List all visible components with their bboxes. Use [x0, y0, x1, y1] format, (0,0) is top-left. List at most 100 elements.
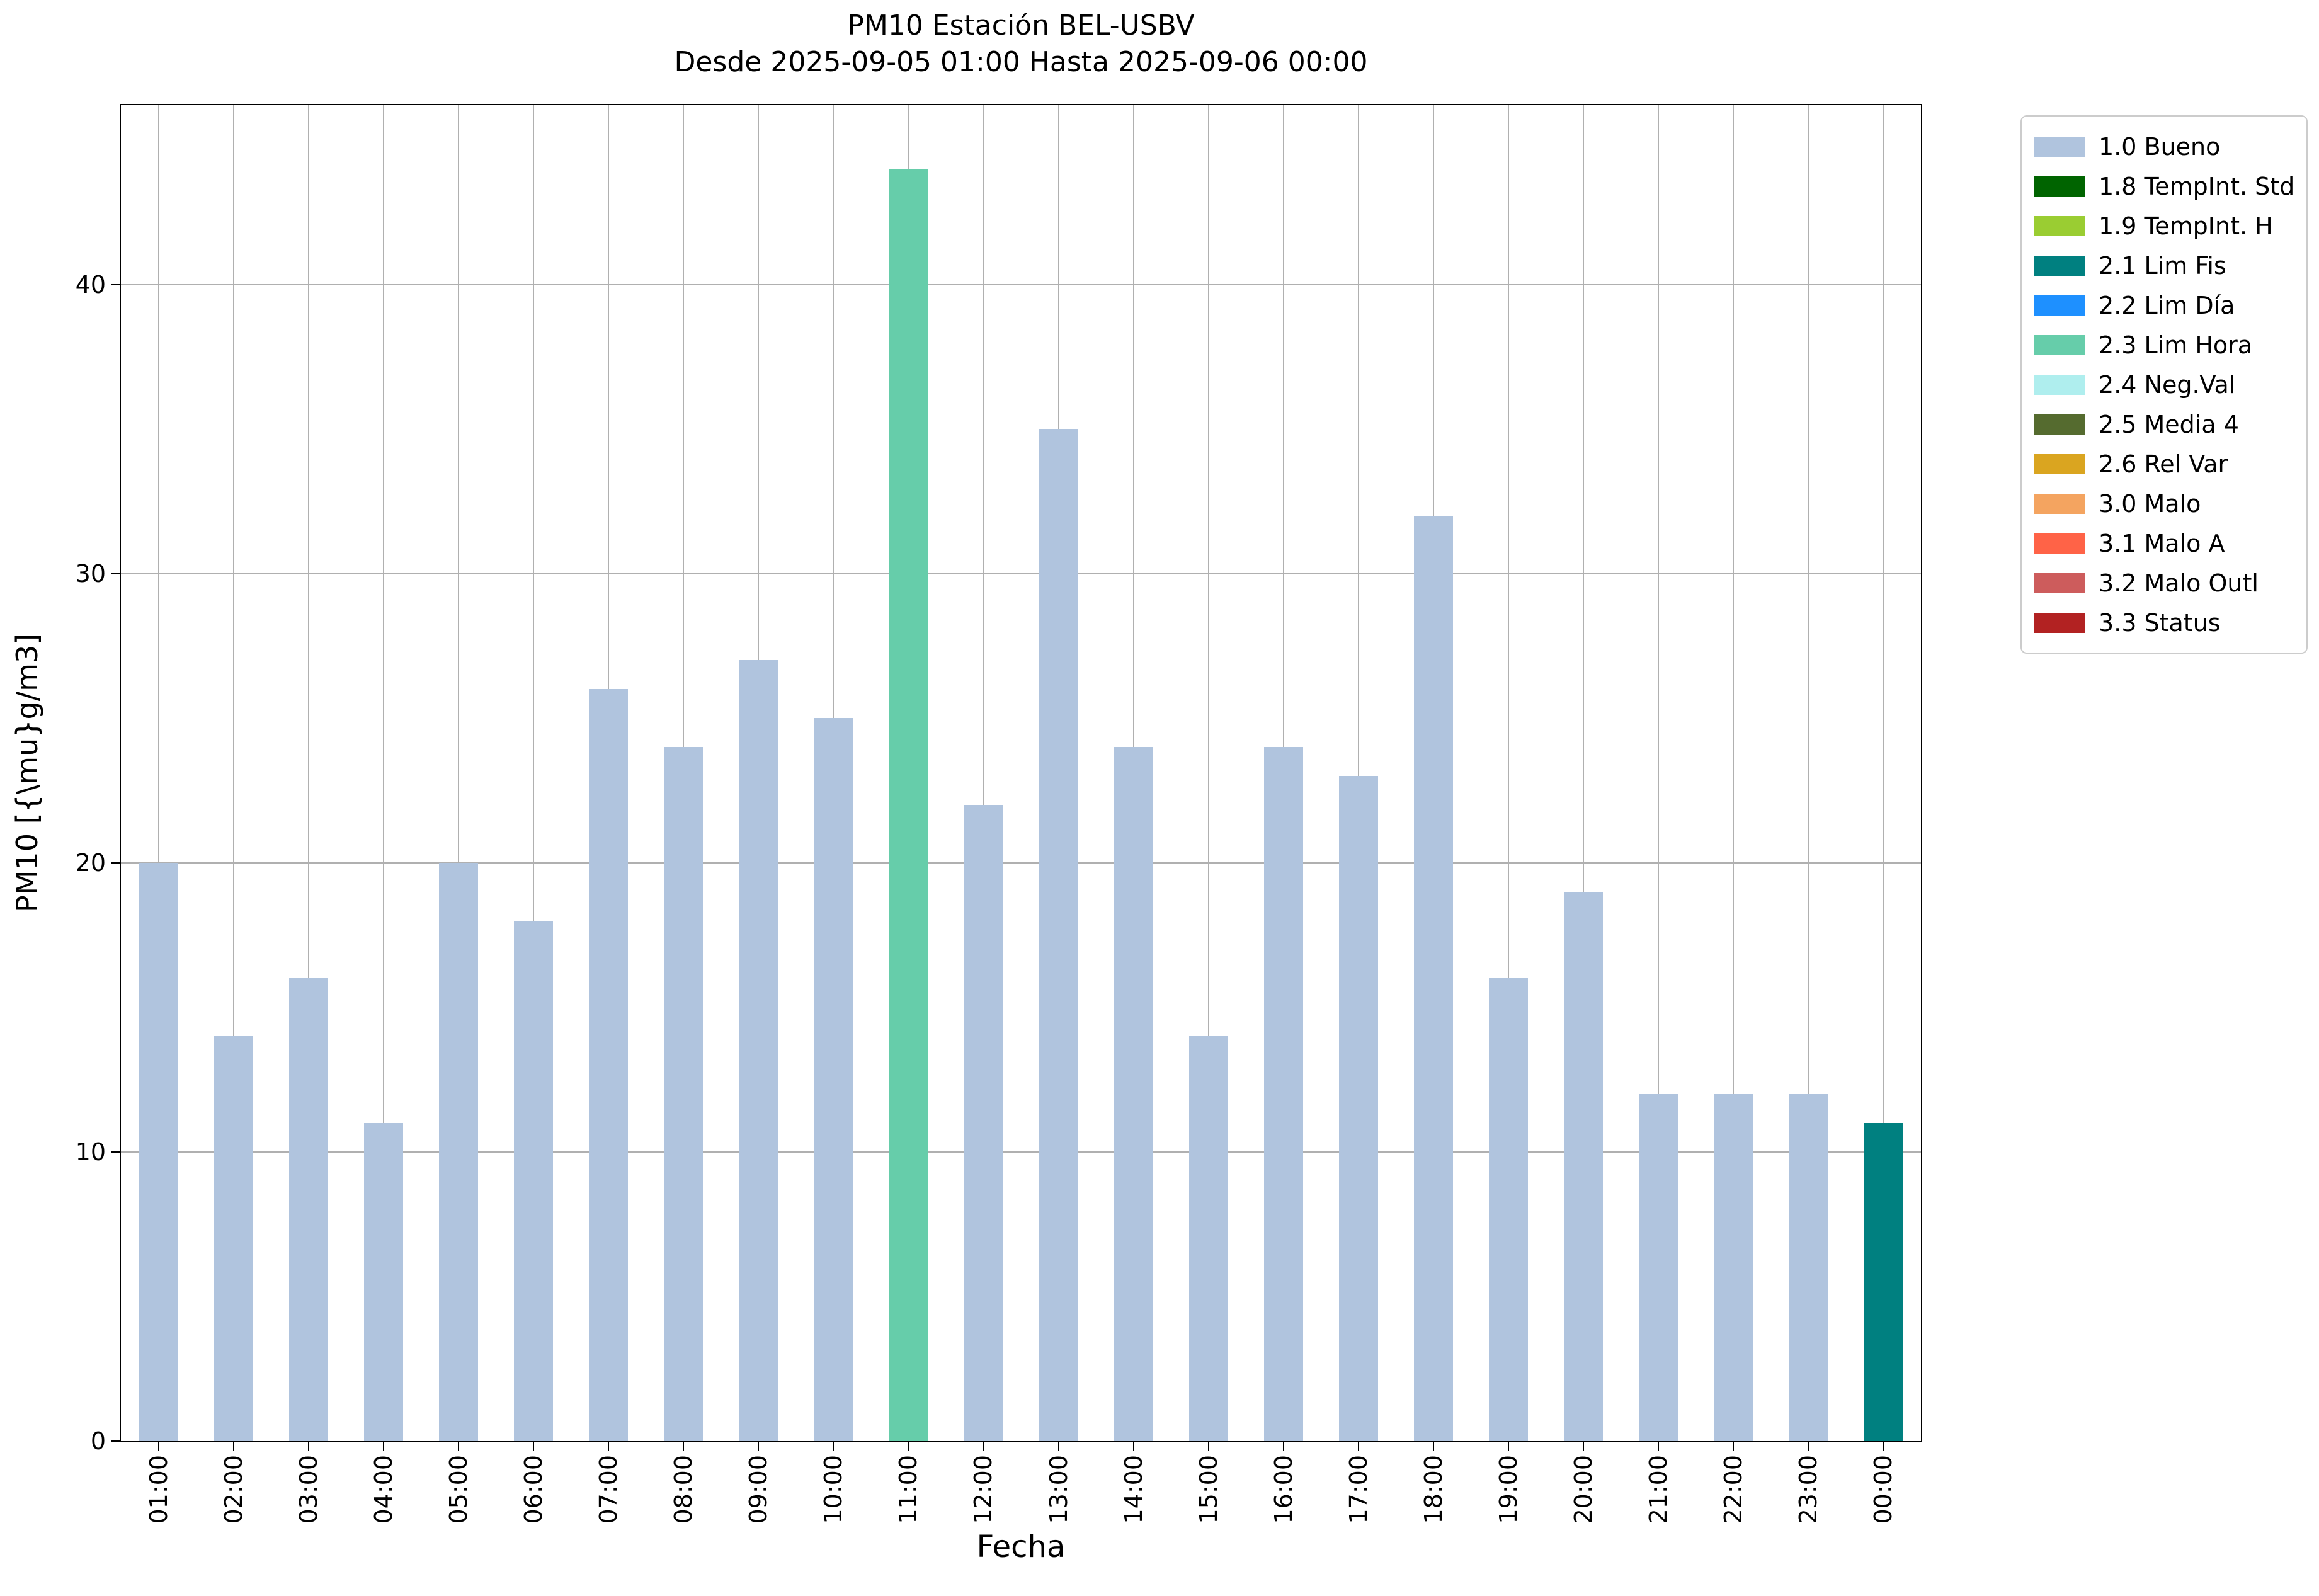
plot-area: 0 10 20 30 40 01:00 02:00 03:00 04:00 05:00 06:00 0… — [76, 104, 1922, 1524]
legend-swatch — [2034, 414, 2085, 435]
legend-item: 2.6 Rel Var — [2034, 444, 2294, 484]
x-tick-mark — [758, 1442, 760, 1451]
x-tick-mark — [608, 1442, 610, 1451]
bar — [1864, 1123, 1903, 1441]
legend-item: 3.0 Malo — [2034, 484, 2294, 523]
v-gridline — [1658, 105, 1660, 1441]
legend-item: 3.3 Status — [2034, 603, 2294, 642]
v-gridline — [1207, 105, 1209, 1441]
x-tick-mark — [1132, 1442, 1134, 1451]
legend-item: 2.2 Lim Día — [2034, 285, 2294, 325]
legend-item-label: 3.3 Status — [2099, 608, 2221, 637]
v-gridline — [382, 105, 384, 1441]
legend-item-label: 1.0 Bueno — [2099, 132, 2221, 161]
y-tick-mark — [111, 862, 120, 864]
x-tick-mark — [1883, 1442, 1884, 1451]
x-tick-label: 08:00 — [669, 1455, 698, 1524]
legend-item: 1.9 TempInt. H — [2034, 206, 2294, 246]
bar — [1564, 891, 1604, 1441]
bar — [1338, 776, 1378, 1441]
x-tick-label: 03:00 — [294, 1455, 322, 1524]
x-tick-mark — [307, 1442, 309, 1451]
v-gridline — [1733, 105, 1735, 1441]
x-tick-label: 00:00 — [1869, 1455, 1898, 1524]
y-tick-label: 0 — [90, 1427, 106, 1455]
bar — [139, 862, 178, 1441]
x-tick-mark — [1057, 1442, 1059, 1451]
y-tick-mark — [111, 573, 120, 574]
x-tick-mark — [457, 1442, 459, 1451]
h-gridline — [121, 283, 1921, 285]
x-tick-mark — [1282, 1442, 1284, 1451]
h-gridline — [121, 1151, 1921, 1153]
legend-swatch — [2034, 255, 2085, 276]
x-tick-label: 07:00 — [595, 1455, 623, 1524]
x-tick-label: 18:00 — [1419, 1455, 1447, 1524]
x-tick-mark — [1207, 1442, 1209, 1451]
legend: 1.0 Bueno 1.8 TempInt. Std 1.9 TempInt. H 2… — [2020, 115, 2308, 654]
legend-swatch — [2034, 334, 2085, 355]
legend-item: 1.8 TempInt. Std — [2034, 166, 2294, 206]
x-tick-mark — [683, 1442, 685, 1451]
v-gridline — [983, 105, 984, 1441]
x-tick-mark — [232, 1442, 234, 1451]
x-tick-label: 01:00 — [144, 1455, 173, 1524]
v-gridline — [157, 105, 159, 1441]
x-tick-label: 22:00 — [1719, 1455, 1748, 1524]
x-tick-label: 05:00 — [444, 1455, 472, 1524]
x-tick-mark — [1658, 1442, 1660, 1451]
x-tick-mark — [1808, 1442, 1809, 1451]
v-gridline — [1508, 105, 1510, 1441]
legend-item-label: 1.9 TempInt. H — [2099, 212, 2273, 240]
v-gridline — [1883, 105, 1884, 1441]
chart-title-line2: Desde 2025-09-05 01:00 Hasta 2025-09-06 … — [674, 46, 1368, 78]
legend-item-label: 2.5 Media 4 — [2099, 410, 2239, 438]
legend-swatch — [2034, 612, 2085, 633]
bar — [214, 1036, 253, 1441]
x-tick-mark — [833, 1442, 835, 1451]
bar — [438, 862, 478, 1441]
x-tick-mark — [1432, 1442, 1434, 1451]
bar — [1188, 1036, 1228, 1441]
legend-item-label: 2.6 Rel Var — [2099, 450, 2228, 478]
x-tick-label: 16:00 — [1269, 1455, 1297, 1524]
x-tick-label: 10:00 — [819, 1455, 848, 1524]
legend-swatch — [2034, 374, 2085, 395]
legend-item-label: 2.2 Lim Día — [2099, 291, 2235, 319]
legend-swatch — [2034, 176, 2085, 197]
x-tick-mark — [1508, 1442, 1510, 1451]
x-tick-mark — [382, 1442, 384, 1451]
legend-swatch — [2034, 573, 2085, 593]
bar — [513, 920, 553, 1441]
bar — [589, 689, 628, 1441]
x-tick-label: 20:00 — [1570, 1455, 1598, 1524]
y-tick-mark — [111, 1151, 120, 1153]
legend-item: 3.1 Malo A — [2034, 523, 2294, 563]
h-gridline — [121, 573, 1921, 574]
x-tick-label: 14:00 — [1119, 1455, 1148, 1524]
chart-title: PM10 Estación BEL-USBV Desde 2025-09-05 … — [120, 8, 1922, 81]
legend-item: 2.5 Media 4 — [2034, 404, 2294, 444]
legend-item: 3.2 Malo Outl — [2034, 563, 2294, 603]
x-axis-label: Fecha — [976, 1529, 1066, 1565]
bar — [1489, 978, 1528, 1441]
x-tick-mark — [1733, 1442, 1735, 1451]
legend-item-label: 3.2 Malo Outl — [2099, 569, 2259, 597]
legend-item: 2.4 Neg.Val — [2034, 365, 2294, 404]
x-tick-label: 23:00 — [1794, 1455, 1823, 1524]
legend-item-label: 2.4 Neg.Val — [2099, 370, 2236, 399]
bar — [1413, 515, 1453, 1441]
bar — [1714, 1094, 1753, 1441]
x-tick-label: 02:00 — [219, 1455, 248, 1524]
bar — [664, 747, 704, 1441]
x-tick-mark — [1357, 1442, 1359, 1451]
v-gridline — [232, 105, 234, 1441]
y-tick-label: 30 — [75, 559, 106, 588]
bar — [363, 1123, 403, 1441]
x-tick-mark — [983, 1442, 984, 1451]
legend-item-label: 3.1 Malo A — [2099, 529, 2225, 557]
y-tick-label: 40 — [75, 270, 106, 299]
x-tick-label: 21:00 — [1644, 1455, 1673, 1524]
bar — [1639, 1094, 1678, 1441]
x-tick-label: 17:00 — [1344, 1455, 1372, 1524]
